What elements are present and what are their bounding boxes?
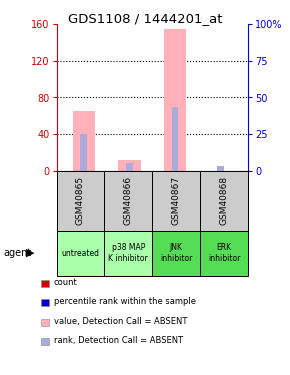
Text: ERK
inhibitor: ERK inhibitor	[208, 243, 240, 263]
Text: count: count	[54, 278, 77, 287]
Text: rank, Detection Call = ABSENT: rank, Detection Call = ABSENT	[54, 336, 183, 345]
Text: GSM40866: GSM40866	[124, 176, 133, 225]
Text: GDS1108 / 1444201_at: GDS1108 / 1444201_at	[68, 12, 222, 25]
Text: JNK
inhibitor: JNK inhibitor	[160, 243, 192, 263]
Bar	[80, 134, 87, 171]
Text: GSM40868: GSM40868	[220, 176, 229, 225]
Text: ▶: ▶	[26, 248, 35, 258]
Bar	[118, 160, 141, 171]
Text: agent: agent	[3, 248, 31, 258]
Text: GSM40867: GSM40867	[172, 176, 181, 225]
Text: p38 MAP
K inhibitor: p38 MAP K inhibitor	[108, 243, 148, 263]
Text: untreated: untreated	[61, 249, 99, 258]
Text: percentile rank within the sample: percentile rank within the sample	[54, 297, 196, 306]
Text: GSM40865: GSM40865	[76, 176, 85, 225]
Text: value, Detection Call = ABSENT: value, Detection Call = ABSENT	[54, 317, 187, 326]
Bar	[72, 111, 95, 171]
Bar	[164, 29, 186, 171]
Bar	[126, 164, 133, 171]
Bar	[217, 166, 224, 171]
Bar	[172, 106, 178, 171]
